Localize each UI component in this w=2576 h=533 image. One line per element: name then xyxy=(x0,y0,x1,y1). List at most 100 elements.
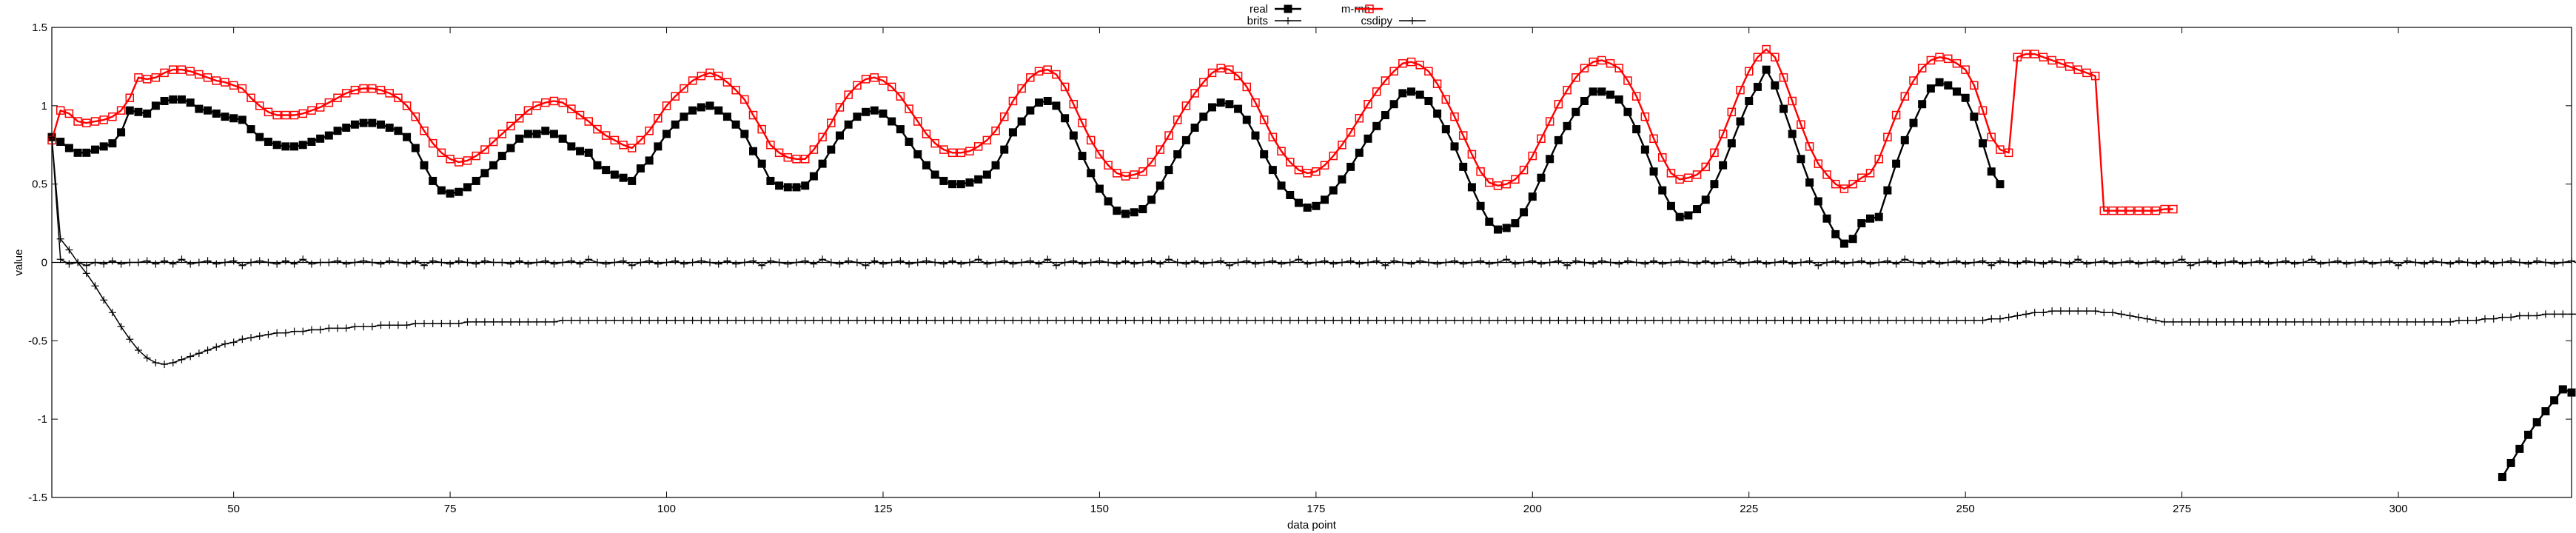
x-tick-label: 175 xyxy=(1307,503,1325,515)
series-csdipy-point xyxy=(1554,257,1563,265)
series-brits-point xyxy=(1130,316,1138,324)
series-real-point xyxy=(1979,139,1988,148)
series-brits-point xyxy=(1070,316,1078,324)
series-real-point xyxy=(1563,121,1572,130)
axis-ticks: 50 75 100 125 150 175 200 225 250 275 300 -1.5 -1 -0.… xyxy=(28,21,2572,515)
series-brits-point xyxy=(2126,312,2134,320)
series-csdipy-point xyxy=(671,257,680,265)
series-brits-point xyxy=(931,316,939,324)
series-csdipy-point xyxy=(628,261,636,269)
series-brits-point xyxy=(134,346,142,355)
series-real-point xyxy=(818,159,827,168)
series-csdipy-point xyxy=(1035,260,1043,268)
series-csdipy-point xyxy=(1147,257,1155,265)
series-csdipy-point xyxy=(1321,257,1329,265)
series-m-rnn-point xyxy=(1086,135,1096,145)
series-csdipy-point xyxy=(1372,257,1381,265)
series-brits-point xyxy=(1632,316,1640,324)
series-brits-point xyxy=(2247,318,2255,326)
series-brits-point xyxy=(862,316,870,324)
series-real-point xyxy=(1234,104,1243,113)
series-real-point xyxy=(1623,107,1632,116)
series-brits-point xyxy=(108,309,116,317)
series-real-point xyxy=(523,130,532,138)
series-real-point xyxy=(1874,212,1883,221)
series-real-point xyxy=(1216,98,1225,107)
series-brits-point xyxy=(1658,316,1666,324)
series-brits-point xyxy=(645,316,654,324)
series-m-rnn-point xyxy=(428,138,437,148)
series-brits-point xyxy=(1381,316,1389,324)
series-m-rnn-point xyxy=(1415,61,1424,70)
series-real-point xyxy=(1294,198,1303,207)
series-m-rnn-point xyxy=(1476,167,1485,176)
series-m-rnn-point xyxy=(774,148,784,158)
series-brits-point xyxy=(1372,316,1381,324)
series-m-rnn-point xyxy=(1502,179,1511,189)
series-m-rnn-point xyxy=(1493,181,1503,190)
series-brits-point xyxy=(1138,316,1147,324)
series-m-rnn-point xyxy=(2047,56,2056,65)
series-brits-point xyxy=(1892,316,1900,324)
series-real-point xyxy=(1753,82,1762,91)
series-real-point xyxy=(1970,113,1979,121)
series-csdipy-point xyxy=(91,258,99,266)
series-real-point xyxy=(1000,145,1009,154)
series-brits-point xyxy=(1875,316,1883,324)
series-csdipy-point xyxy=(342,260,350,268)
series-m-rnn-point xyxy=(1372,87,1381,96)
series-csdipy-point xyxy=(593,258,601,266)
series-brits-point xyxy=(2377,318,2385,326)
series-brits-point xyxy=(1416,316,1424,324)
series-csdipy-point xyxy=(2455,257,2463,265)
series-csdipy-point xyxy=(1225,261,1233,269)
series-csdipy-point xyxy=(1589,260,1597,268)
series-csdipy-point xyxy=(108,257,116,265)
series-brits-point xyxy=(342,324,350,332)
series-brits-point xyxy=(187,352,195,361)
series-csdipy-point xyxy=(1442,258,1450,266)
series-real-point xyxy=(134,107,143,116)
series-csdipy-point xyxy=(1173,258,1181,266)
series-brits-point xyxy=(212,343,221,351)
series-brits-point xyxy=(2334,318,2342,326)
series-real-point xyxy=(1260,150,1269,158)
series-csdipy-point xyxy=(1996,257,2004,265)
series-csdipy-point xyxy=(1840,260,1848,268)
series-real-point xyxy=(1485,217,1494,226)
series-csdipy-point xyxy=(290,260,298,268)
series-csdipy-point xyxy=(1875,258,1883,266)
series-m-rnn-point xyxy=(1797,120,1805,129)
series-m-rnn-point xyxy=(835,103,845,112)
series-brits-point xyxy=(1988,315,1996,323)
series-csdipy-point xyxy=(957,260,965,268)
series-brits-point xyxy=(489,318,497,326)
series-brits-point xyxy=(1780,316,1788,324)
series-csdipy-point xyxy=(1199,260,1207,268)
series-m-rnn-point xyxy=(1874,155,1883,164)
series-m-rnn-point xyxy=(298,109,307,118)
series-brits-point xyxy=(637,316,645,324)
series-brits-point xyxy=(1996,315,2004,323)
series-m-rnn-point xyxy=(1268,133,1278,141)
series-brits-point xyxy=(766,316,774,324)
series-brits-point xyxy=(1304,316,1312,324)
series-brits-point xyxy=(2161,318,2169,326)
series-brits-point xyxy=(506,318,514,326)
legend-m-rnn-swatch-point xyxy=(1365,4,1374,13)
series-brits-point xyxy=(1234,316,1242,324)
series-m-rnn-point xyxy=(627,144,637,152)
series-csdipy-point xyxy=(1814,261,1822,269)
series-csdipy-point xyxy=(264,258,272,266)
series-csdipy-point xyxy=(1052,261,1060,269)
series-real-point xyxy=(870,106,879,115)
series-real-point xyxy=(766,176,775,185)
series-real-point xyxy=(385,123,394,132)
series-brits-point xyxy=(2325,318,2333,326)
series-brits-point xyxy=(2524,312,2532,320)
series-brits-point xyxy=(801,316,809,324)
series-m-rnn-point xyxy=(1528,151,1537,161)
series-brits-point xyxy=(1338,316,1346,324)
series-csdipy-point xyxy=(1009,260,1017,268)
series-m-rnn-point xyxy=(947,148,957,158)
